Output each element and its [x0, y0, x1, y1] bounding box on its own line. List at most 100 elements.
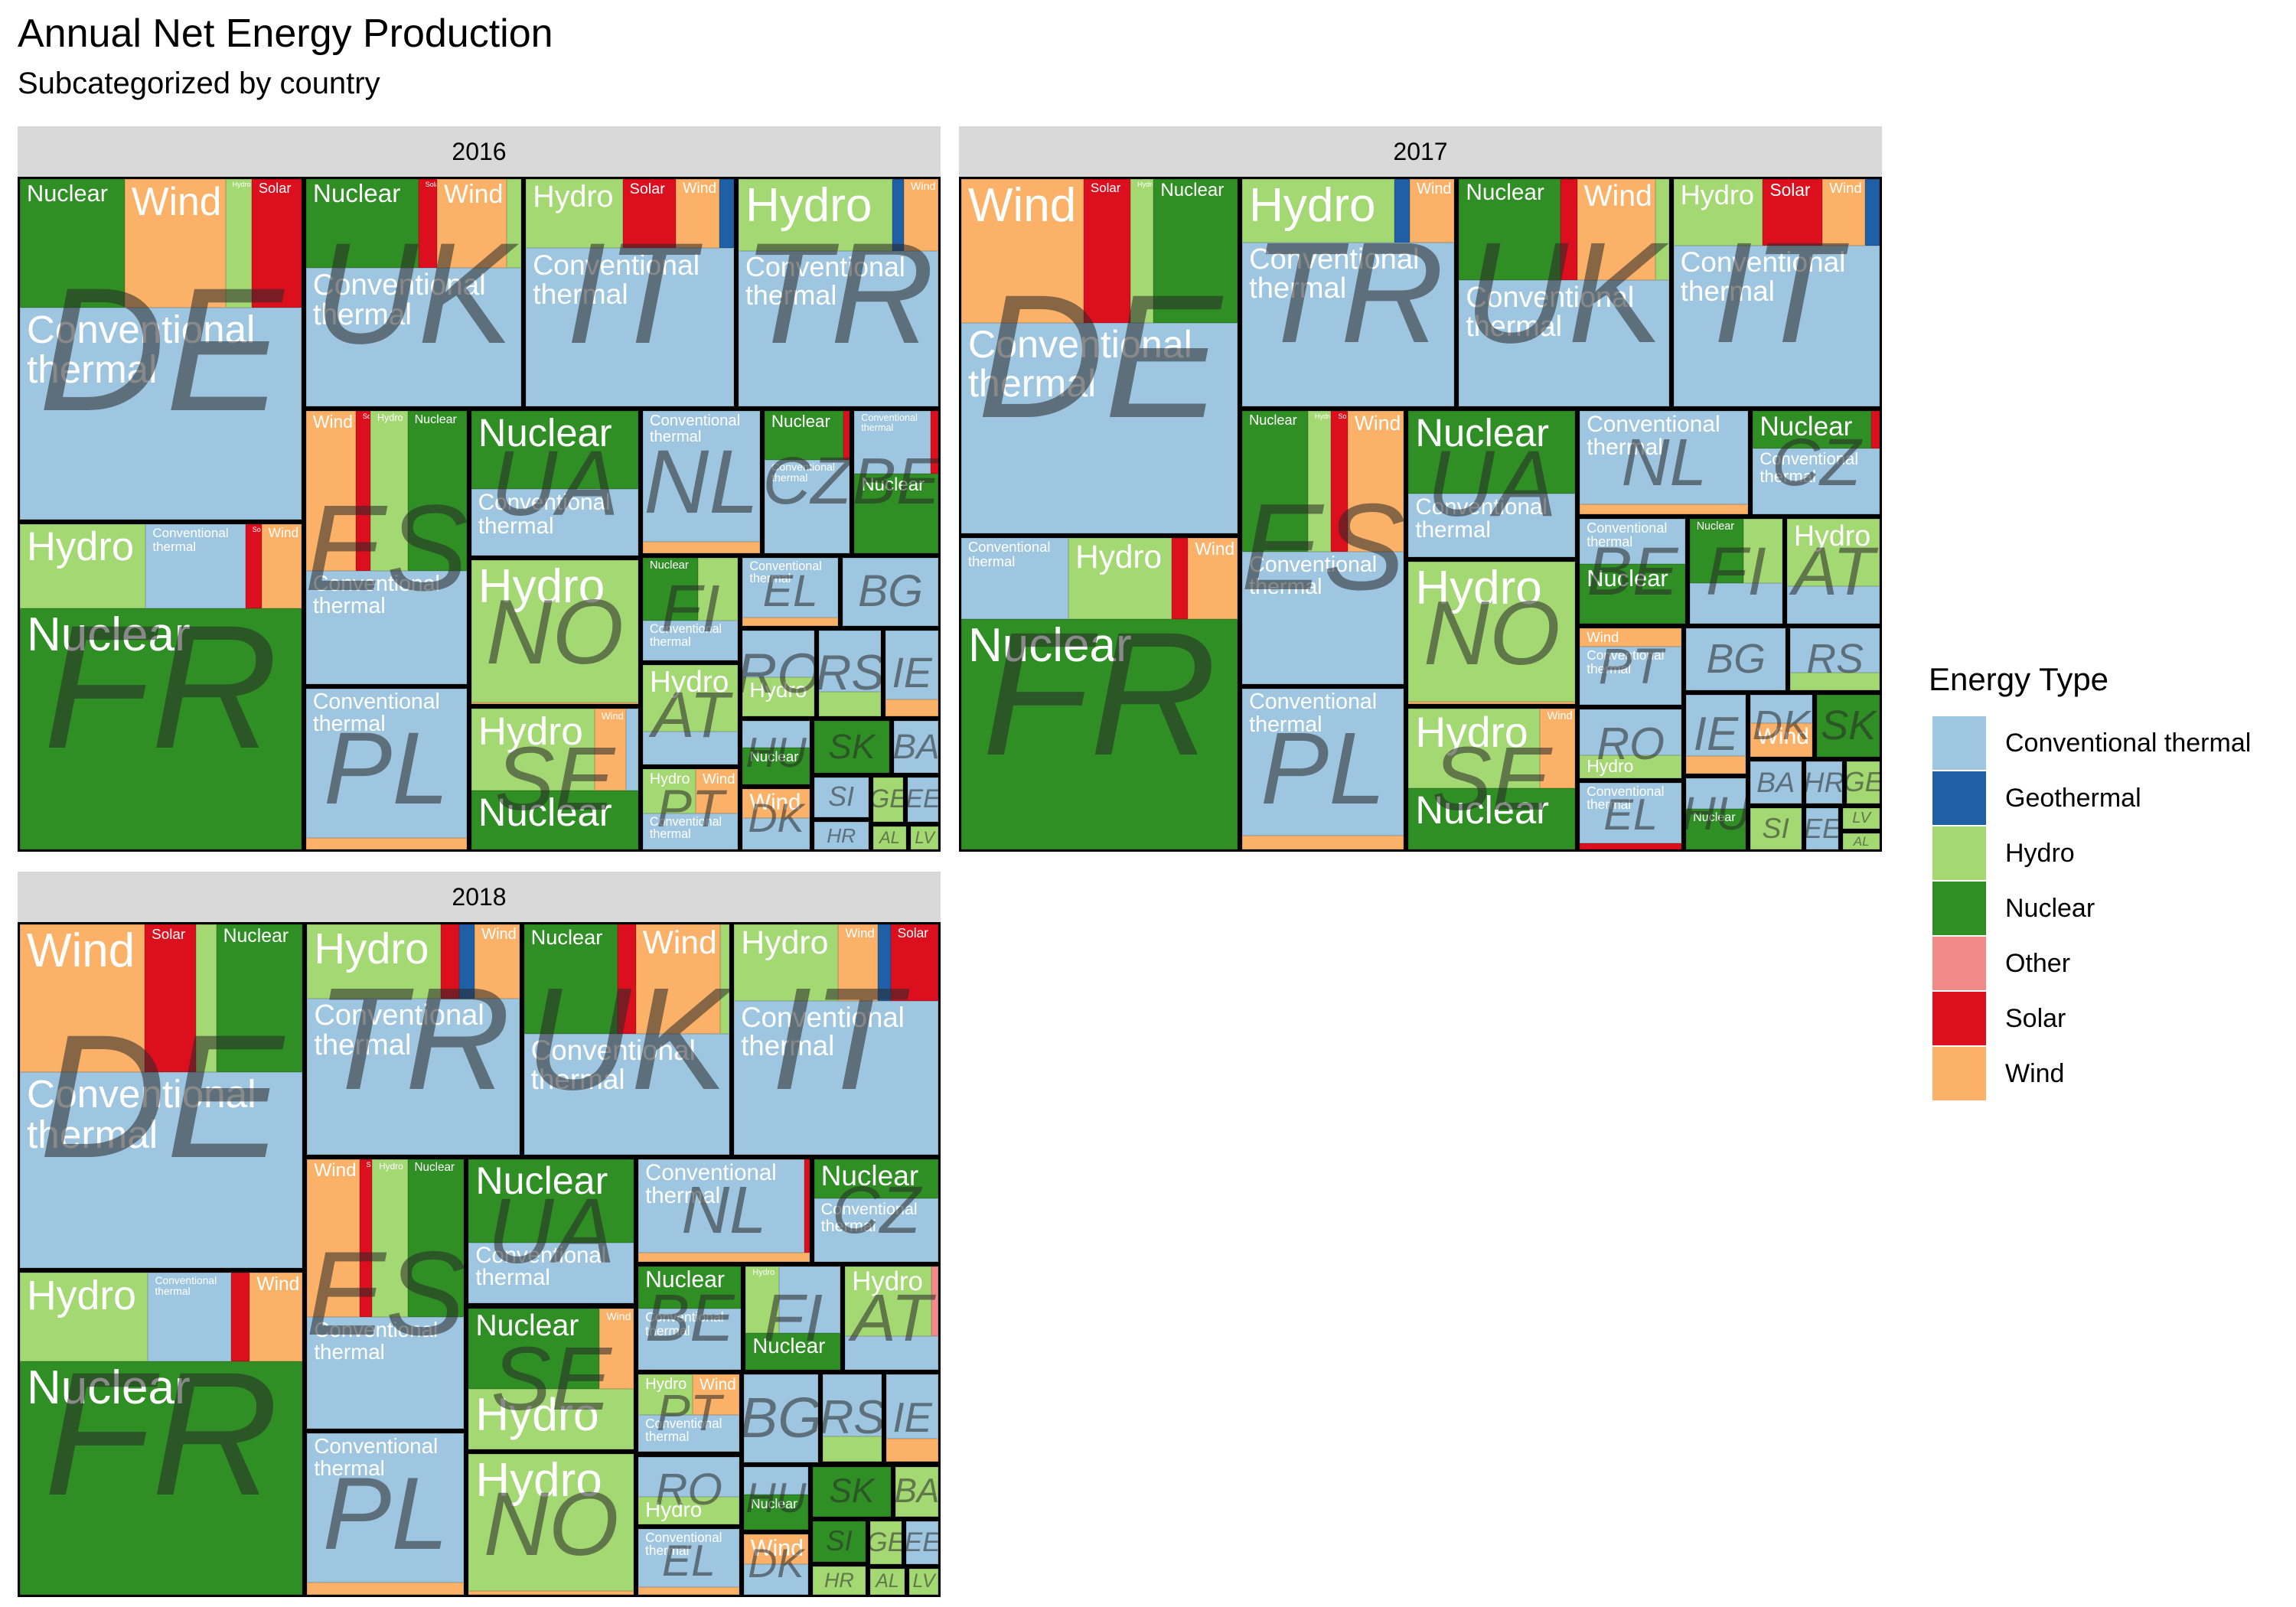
energy-cell-label: Conventional thermal — [1760, 449, 1859, 486]
country-tile-uk: Nuclear Wind Conventional thermal UK — [1456, 177, 1671, 409]
energy-cell: Nuclear — [1753, 410, 1871, 449]
legend-item: Solar — [1929, 992, 2288, 1047]
legend-swatch — [1932, 716, 1986, 770]
country-tile-at: Hydro AT — [640, 663, 741, 767]
energy-cell-label: Conventional thermal — [475, 1243, 607, 1291]
energy-cell-label: Hydro — [649, 666, 729, 699]
energy-cell-label: Hydro — [749, 678, 807, 702]
legend-label: Wind — [2005, 1059, 2065, 1088]
energy-cell: Hydro — [471, 560, 638, 702]
country-tile-se: Hydro Wind Nuclear SE — [468, 706, 641, 852]
energy-cell: Conventional thermal — [471, 489, 638, 556]
facet-2018: 2018 Wind Solar Nuclear Conventional therma… — [18, 872, 941, 1597]
energy-cell — [743, 1374, 818, 1462]
energy-cell-label: Nuclear — [1587, 564, 1668, 592]
energy-cell: Conventional thermal — [1242, 242, 1455, 406]
energy-cell-label: Conventional thermal — [1587, 647, 1665, 676]
country-tile-hu: Nuclear HU — [741, 1464, 810, 1532]
energy-cell: Solar — [1084, 179, 1130, 323]
energy-cell-label: Conventional thermal — [645, 1160, 777, 1209]
energy-cell-label: Hydro — [1137, 181, 1153, 188]
country-tile-ge: GE — [1844, 759, 1882, 806]
energy-cell-label: Solar — [1769, 180, 1811, 200]
energy-cell-label: Nuclear — [752, 1334, 826, 1358]
energy-cell — [1655, 179, 1669, 280]
energy-cell: Solar — [245, 524, 262, 609]
energy-cell-label: Conventional thermal — [968, 322, 1192, 405]
treemap-2016: Nuclear Wind Hydro Solar Conventional therma… — [18, 177, 941, 852]
energy-cell: Wind — [599, 1308, 634, 1390]
energy-cell-label: Nuclear — [475, 1309, 579, 1342]
energy-cell-label: Conventional thermal — [27, 307, 256, 391]
energy-cell-label: Conventional thermal — [312, 689, 440, 736]
energy-cell — [931, 1266, 938, 1337]
legend-swatch — [1932, 992, 1986, 1045]
energy-cell: Wind — [249, 1273, 303, 1362]
country-tile-hu: Nuclear HU — [740, 719, 812, 787]
energy-cell: Conventional thermal — [1242, 689, 1404, 836]
energy-cell-label: Nuclear — [771, 412, 830, 432]
energy-cell-label: Hydro — [649, 771, 690, 787]
country-tile-uk: Nuclear Wind Conventional thermal UK — [521, 922, 732, 1158]
energy-cell-label: Conventional thermal — [530, 1035, 696, 1095]
energy-cell: Conventional thermal — [638, 1308, 742, 1371]
energy-cell: Hydro — [638, 1496, 739, 1524]
energy-cell: Hydro — [526, 179, 623, 248]
energy-cell-label: Nuclear — [530, 925, 603, 949]
energy-cell: Hydro — [742, 677, 815, 717]
energy-cell-label: Conventional thermal — [27, 1072, 256, 1156]
energy-cell: Hydro — [1408, 709, 1541, 788]
energy-cell: Nuclear — [20, 1361, 303, 1595]
energy-cell — [719, 179, 734, 248]
energy-cell — [305, 838, 467, 849]
energy-cell — [1171, 538, 1189, 620]
country-tile-ie: IE — [884, 1372, 941, 1465]
energy-cell-label: Conventional thermal — [155, 1274, 217, 1298]
country-tile-cz: Nuclear Conventional thermal CZ — [811, 1157, 941, 1265]
energy-cell — [845, 1336, 938, 1371]
energy-cell-label: Conventional thermal — [645, 1529, 722, 1559]
energy-cell-label: Wind — [601, 710, 624, 722]
energy-cell: Wind — [1822, 179, 1865, 246]
energy-cell-label: Wind — [481, 926, 517, 943]
energy-cell-label: Nuclear — [861, 474, 925, 495]
country-tile-be: Conventional thermal Nuclear BE — [1577, 516, 1688, 627]
energy-cell — [886, 1439, 938, 1462]
energy-cell — [1686, 628, 1786, 690]
country-tile-nl: Conventional thermal NL — [1577, 408, 1751, 517]
country-tile-fr: Conventional thermal Hydro Wind Nuclear FR — [959, 536, 1241, 852]
energy-cell-label: Wind — [606, 1309, 631, 1322]
energy-cell — [1843, 807, 1880, 829]
energy-cell: Hydro — [1673, 179, 1763, 246]
energy-cell — [307, 1582, 465, 1595]
energy-cell-label: Nuclear — [750, 1496, 797, 1512]
country-tile-it: Hydro Solar Wind Conventional thermal IT — [523, 177, 736, 409]
energy-cell-label: Wind — [703, 771, 735, 787]
energy-cell: Nuclear — [1408, 787, 1576, 849]
energy-cell: Wind — [1188, 538, 1238, 620]
energy-cell-label: Nuclear — [478, 790, 612, 835]
energy-cell: Conventional thermal — [638, 1414, 739, 1452]
energy-cell: Conventional thermal — [305, 570, 467, 684]
energy-cell-label: Hydro — [1075, 539, 1163, 575]
country-tile-si: SI — [1747, 805, 1804, 852]
energy-cell — [814, 821, 869, 849]
energy-cell-label: Solar — [897, 925, 929, 940]
energy-cell — [822, 1374, 882, 1436]
country-tile-nl: Conventional thermal NL — [636, 1157, 812, 1265]
energy-cell — [885, 630, 938, 699]
energy-cell: Hydro — [20, 1273, 148, 1362]
energy-cell — [893, 721, 938, 773]
energy-cell-label: Nuclear — [1249, 412, 1297, 428]
energy-cell: Hydro — [734, 924, 839, 1001]
energy-cell — [1743, 518, 1782, 583]
energy-cell-label: Wind — [642, 925, 717, 961]
energy-cell — [843, 557, 938, 626]
energy-cell — [1750, 694, 1813, 724]
country-tile-es: Wind Solar Hydro Nuclear Conventional therma… — [303, 409, 469, 686]
energy-cell-label: Hydro — [533, 180, 614, 214]
country-tile-es: Wind Solar Hydro Nuclear Conventional therma… — [305, 1157, 467, 1432]
energy-cell — [743, 1466, 808, 1495]
energy-cell — [697, 557, 739, 621]
energy-cell: Conventional thermal — [1673, 246, 1880, 406]
